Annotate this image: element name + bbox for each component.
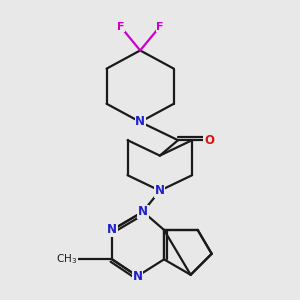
Text: O: O [204, 134, 214, 147]
Text: N: N [135, 116, 145, 128]
Text: F: F [117, 22, 124, 32]
Text: N: N [138, 205, 148, 218]
Text: CH$_3$: CH$_3$ [56, 253, 77, 266]
Text: N: N [155, 184, 165, 197]
Text: N: N [132, 270, 142, 283]
Text: N: N [107, 224, 117, 236]
Text: F: F [156, 22, 164, 32]
